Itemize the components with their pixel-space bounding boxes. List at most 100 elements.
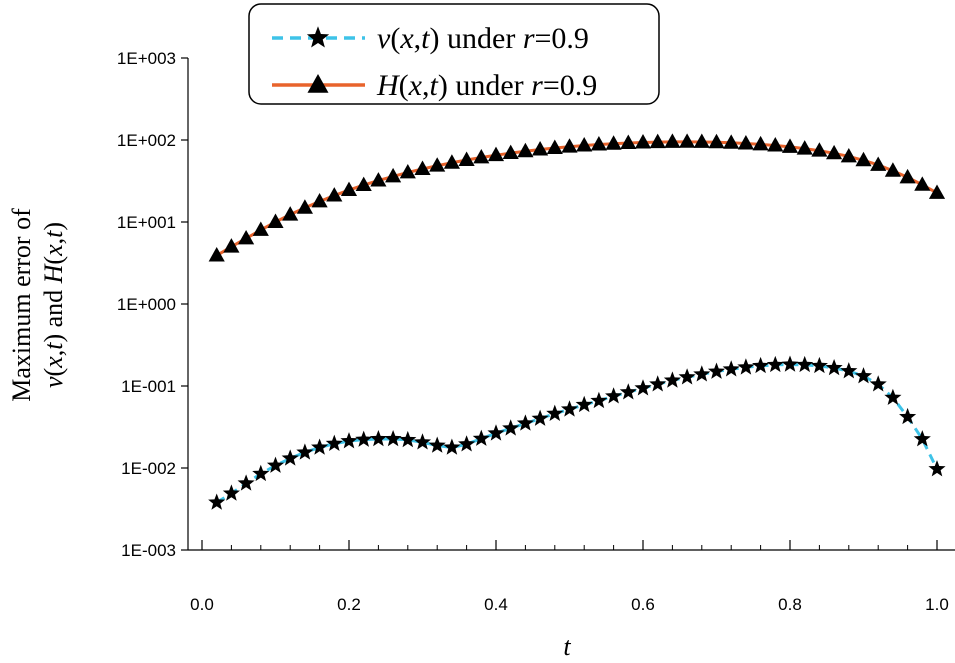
data-point [605, 387, 623, 404]
data-point [590, 391, 608, 409]
data-point [208, 493, 226, 510]
data-point [473, 148, 490, 164]
legend-item: v(x,t) under r=0.9 [272, 22, 589, 55]
data-point [913, 430, 931, 447]
data-point [679, 133, 696, 148]
legend-swatch-marker [306, 26, 330, 48]
x-ticks: 0.0 0.2 0.4 0.6 0.8 1.0 [190, 540, 949, 614]
data-point [355, 430, 373, 447]
data-point [487, 424, 505, 441]
data-point [223, 238, 240, 253]
data-point [443, 438, 461, 455]
data-point [237, 474, 255, 491]
data-point [649, 375, 667, 392]
legend-swatch-marker [307, 73, 329, 93]
data-point [590, 136, 607, 151]
legend-label: H(x,t) under r=0.9 [376, 69, 597, 102]
y-tick-label: 1E-003 [121, 541, 176, 560]
data-point [663, 371, 681, 388]
y-tick-label: 1E-002 [121, 459, 176, 478]
series-layer [208, 133, 946, 510]
y-tick-label: 1E+001 [117, 213, 176, 232]
data-point [796, 140, 813, 155]
data-point [781, 355, 799, 372]
data-point [722, 360, 740, 377]
data-point [208, 247, 225, 262]
data-point [914, 176, 931, 191]
data-point [370, 172, 387, 187]
data-point [532, 141, 549, 156]
data-point [708, 133, 725, 149]
x-tick-label: 0.6 [631, 595, 655, 614]
data-point [296, 199, 313, 214]
data-point [707, 362, 726, 379]
y-tick-label: 1E+000 [117, 295, 176, 314]
data-point [281, 449, 299, 466]
data-point [252, 464, 270, 482]
data-point [355, 176, 372, 192]
data-point [854, 367, 873, 384]
legend-item: H(x,t) under r=0.9 [272, 69, 597, 102]
data-point [546, 139, 563, 154]
data-point [311, 438, 329, 455]
data-point [369, 429, 387, 447]
x-tick-label: 0.0 [190, 595, 214, 614]
x-tick-label: 0.2 [337, 595, 361, 614]
y-axis-title-line1: Maximum error of [7, 208, 36, 402]
data-point [561, 138, 578, 153]
data-point [869, 375, 887, 392]
data-point [502, 144, 519, 160]
data-point [634, 379, 652, 396]
x-tick-label: 0.4 [484, 595, 508, 614]
data-point [399, 430, 417, 448]
data-point [282, 206, 299, 221]
data-point [576, 137, 593, 152]
data-point [385, 167, 402, 183]
data-point [723, 134, 740, 149]
data-point [222, 484, 240, 501]
y-axis-title-line2: v(x,t) and H(x,t) [39, 222, 68, 388]
data-point [884, 162, 901, 177]
y-tick-label: 1E-001 [121, 377, 176, 396]
data-point [560, 400, 579, 417]
data-point [693, 133, 710, 148]
data-point [311, 192, 328, 208]
data-point [266, 456, 285, 473]
data-point [899, 168, 916, 184]
data-point [458, 435, 476, 452]
data-point [811, 142, 828, 157]
x-tick-label: 0.8 [778, 595, 802, 614]
x-tick-label: 1.0 [925, 595, 949, 614]
data-point [413, 433, 432, 450]
data-point [384, 429, 402, 447]
data-point [899, 407, 917, 425]
data-point [340, 181, 358, 197]
series-v [208, 355, 946, 510]
data-point [928, 184, 946, 199]
data-point [502, 419, 520, 436]
data-point [634, 134, 652, 149]
data-point [737, 135, 754, 150]
data-point [325, 434, 343, 451]
data-point [267, 213, 284, 228]
data-point [752, 135, 769, 151]
data-point [649, 133, 666, 149]
series-H [208, 133, 946, 262]
legend-label: v(x,t) under r=0.9 [377, 22, 589, 55]
x-axis-title: t [563, 632, 571, 661]
data-point [414, 160, 431, 175]
data-point [619, 383, 637, 400]
data-point [855, 151, 872, 167]
data-point [737, 358, 755, 375]
data-point [326, 187, 343, 202]
plot-area: 1E-003 1E-002 1E-001 1E+000 1E+001 1E+002 1E+0… [117, 49, 955, 614]
data-point [664, 133, 681, 148]
data-point [399, 163, 416, 179]
data-point [766, 355, 784, 373]
y-ticks: 1E-003 1E-002 1E-001 1E+000 1E+001 1E+002 1E+0… [117, 49, 188, 560]
data-point [428, 436, 446, 453]
data-point [752, 356, 770, 374]
data-point [796, 355, 814, 373]
data-point [884, 388, 902, 405]
data-point [487, 146, 505, 162]
